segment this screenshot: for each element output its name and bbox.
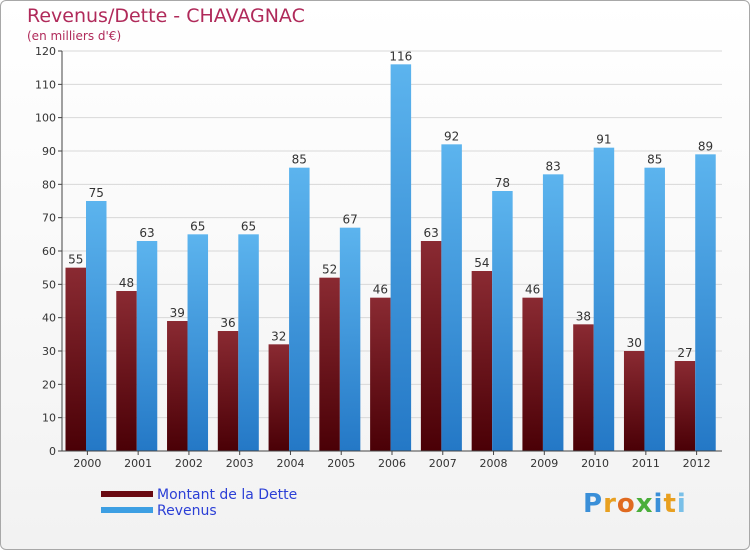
bar-dette — [674, 361, 696, 451]
bar-revenus — [593, 147, 615, 451]
y-tick-label: 100 — [35, 112, 56, 125]
x-tick-label: 2003 — [226, 457, 254, 470]
data-label-dette: 36 — [220, 316, 235, 330]
data-label-dette: 63 — [423, 226, 438, 240]
y-tick-label: 70 — [42, 212, 56, 225]
data-label-dette: 30 — [627, 336, 642, 350]
data-label-revenus: 92 — [444, 129, 459, 143]
y-tick-label: 110 — [35, 78, 56, 91]
y-tick-label: 120 — [35, 45, 56, 58]
data-label-dette: 39 — [170, 306, 185, 320]
x-tick-label: 2007 — [429, 457, 457, 470]
bar-revenus — [492, 191, 513, 451]
bar-dette — [370, 297, 391, 451]
bar-dette — [167, 321, 188, 451]
y-tick-label: 0 — [49, 445, 56, 458]
y-tick-label: 50 — [42, 278, 56, 291]
bar-revenus — [695, 154, 716, 452]
data-label-dette: 38 — [576, 309, 591, 323]
data-label-revenus: 67 — [342, 213, 357, 227]
data-label-dette: 46 — [373, 283, 388, 297]
x-tick-label: 2001 — [124, 457, 152, 470]
y-tick-label: 90 — [42, 145, 56, 158]
data-label-dette: 32 — [271, 329, 286, 343]
legend-swatch-debt — [101, 491, 153, 497]
logo-letter: P — [583, 489, 604, 519]
legend-label-revenus: Revenus — [157, 503, 217, 519]
data-label-dette: 27 — [677, 346, 692, 360]
x-tick-label: 2011 — [632, 457, 660, 470]
bar-revenus — [441, 144, 462, 452]
y-tick-label: 60 — [42, 245, 56, 258]
bar-revenus — [86, 201, 107, 451]
data-label-revenus: 91 — [596, 133, 611, 147]
bar-dette — [420, 241, 442, 451]
logo-letter: i — [676, 489, 687, 519]
data-label-revenus: 89 — [698, 139, 713, 153]
x-tick-label: 2010 — [581, 457, 609, 470]
data-label-revenus: 75 — [89, 186, 104, 200]
y-tick-label: 30 — [42, 345, 56, 358]
logo-letter: i — [653, 489, 664, 519]
data-label-revenus: 78 — [495, 176, 510, 190]
legend-swatch-revenus — [101, 507, 153, 513]
y-tick-label: 80 — [42, 178, 56, 191]
x-tick-label: 2005 — [327, 457, 355, 470]
bar-dette — [471, 271, 493, 451]
data-label-revenus: 83 — [546, 159, 561, 173]
bar-dette — [522, 297, 543, 451]
logo-letter: t — [663, 489, 677, 519]
data-label-dette: 55 — [68, 253, 83, 267]
bar-revenus — [289, 167, 310, 451]
bar-dette — [573, 324, 594, 451]
data-label-revenus: 63 — [139, 226, 154, 240]
bar-revenus — [238, 234, 259, 451]
data-label-dette: 54 — [474, 256, 489, 270]
proxiti-logo: Proxiti — [583, 489, 687, 519]
logo-letter: o — [616, 489, 636, 519]
logo-letter: r — [603, 489, 617, 519]
x-tick-label: 2012 — [683, 457, 711, 470]
y-tick-label: 10 — [42, 412, 56, 425]
bar-revenus — [136, 241, 158, 451]
bar-dette — [268, 344, 290, 451]
data-label-revenus: 85 — [292, 153, 307, 167]
x-tick-label: 2000 — [73, 457, 101, 470]
data-label-revenus: 65 — [241, 219, 256, 233]
x-tick-label: 2006 — [378, 457, 406, 470]
bar-revenus — [644, 167, 665, 451]
y-tick-label: 20 — [42, 378, 56, 391]
chart-subtitle: (en milliers d'€) — [27, 29, 122, 43]
data-label-dette: 46 — [525, 283, 540, 297]
x-tick-label: 2009 — [530, 457, 558, 470]
bar-revenus — [187, 234, 209, 451]
bar-dette — [319, 277, 340, 451]
bar-dette — [65, 267, 86, 451]
data-label-revenus: 85 — [647, 153, 662, 167]
bar-dette — [217, 331, 239, 451]
data-label-revenus: 116 — [389, 49, 412, 63]
data-label-revenus: 65 — [190, 219, 205, 233]
chart-title: Revenus/Dette - CHAVAGNAC — [27, 5, 305, 27]
x-tick-label: 2008 — [480, 457, 508, 470]
bar-revenus — [339, 227, 361, 451]
bar-revenus — [390, 64, 412, 452]
x-tick-label: 2004 — [276, 457, 304, 470]
bar-dette — [623, 351, 645, 451]
bar-dette — [116, 291, 137, 451]
data-label-dette: 52 — [322, 263, 337, 277]
y-tick-label: 40 — [42, 312, 56, 325]
x-tick-label: 2002 — [175, 457, 203, 470]
logo-letter: x — [635, 489, 654, 519]
legend-label-debt: Montant de la Dette — [157, 487, 298, 503]
bar-revenus — [542, 174, 564, 452]
data-label-dette: 48 — [119, 276, 134, 290]
